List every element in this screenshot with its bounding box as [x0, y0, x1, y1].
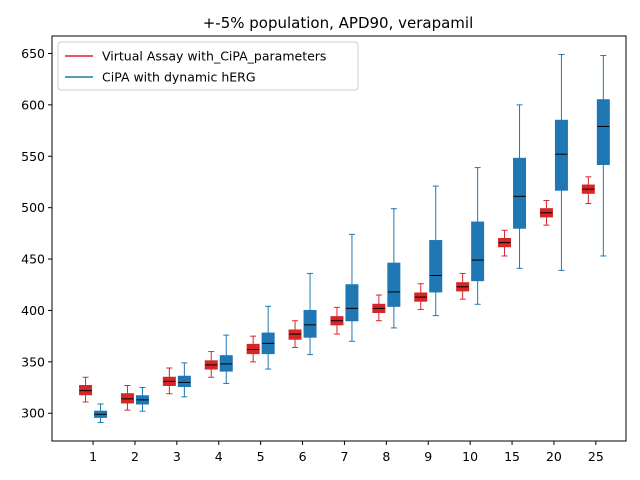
box-9: [429, 185, 443, 317]
iqr-box: [513, 157, 527, 229]
box-8: [387, 208, 401, 329]
box-8: [372, 294, 386, 322]
box-7: [345, 233, 359, 342]
axes-frame: [51, 35, 627, 442]
iqr-box: [79, 384, 93, 396]
box-1: [94, 403, 108, 423]
series-virtual-assay: [79, 176, 595, 411]
box-6: [288, 320, 302, 348]
box-15: [513, 104, 527, 269]
legend-label: Virtual Assay with_CiPA_parameters: [102, 49, 326, 64]
y-tick-label: 300: [21, 406, 45, 421]
iqr-box: [288, 329, 302, 340]
box-6: [303, 272, 317, 356]
plot-area: 300 350 400 450 500 550 600 650 1 2 3 4 5 6 7 8 9 10 15 20 2…: [21, 35, 627, 464]
iqr-box: [471, 221, 485, 282]
box-4: [219, 334, 233, 384]
x-tick-label: 6: [299, 449, 307, 464]
legend-label: CiPA with dynamic hERG: [102, 70, 256, 85]
iqr-box: [120, 393, 134, 404]
y-tick-label: 450: [21, 252, 45, 267]
y-tick-label: 500: [21, 200, 45, 215]
iqr-box: [387, 262, 401, 307]
box-5: [246, 335, 260, 363]
box-1: [79, 376, 93, 403]
box-25: [596, 55, 610, 257]
iqr-box: [246, 343, 260, 355]
y-tick-label: 550: [21, 149, 45, 164]
x-tick-label: 1: [89, 449, 97, 464]
iqr-box: [596, 99, 610, 165]
iqr-box: [429, 240, 443, 293]
y-tick-label: 400: [21, 303, 45, 318]
x-tick-label: 7: [340, 449, 348, 464]
series-cipa-dynamic-herg: [94, 54, 610, 423]
x-tick-label: 10: [462, 449, 478, 464]
x-tick-label: 20: [546, 449, 562, 464]
y-tick-label: 650: [21, 46, 45, 61]
y-tick-label: 350: [21, 354, 45, 369]
legend-frame: [57, 41, 359, 91]
x-tick-label: 2: [131, 449, 139, 464]
iqr-box: [303, 309, 317, 338]
box-9: [414, 283, 428, 310]
x-tick-label: 3: [173, 449, 181, 464]
box-2: [135, 387, 149, 412]
box-5: [261, 305, 275, 370]
x-tick-label: 25: [588, 449, 604, 464]
box-3: [162, 367, 176, 395]
box-2: [120, 384, 134, 411]
x-tick-label: 8: [382, 449, 390, 464]
box-10: [471, 167, 485, 305]
box-10: [456, 272, 470, 300]
legend: Virtual Assay with_CiPA_parameters CiPA w…: [57, 41, 359, 91]
iqr-box: [554, 119, 568, 191]
x-tick-label: 9: [424, 449, 432, 464]
chart-title: +-5% population, APD90, verapamil: [203, 14, 474, 32]
iqr-box: [345, 284, 359, 322]
box-4: [204, 351, 218, 378]
box-20: [554, 54, 568, 271]
box-3: [177, 362, 191, 398]
x-tick-label: 5: [257, 449, 265, 464]
x-tick-label: 4: [215, 449, 223, 464]
y-tick-label: 600: [21, 97, 45, 112]
box-20: [539, 199, 553, 226]
iqr-box: [177, 375, 191, 388]
box-25: [581, 176, 595, 205]
x-tick-label: 15: [504, 449, 520, 464]
box-15: [498, 229, 512, 257]
iqr-box: [219, 355, 233, 372]
box-7: [330, 306, 344, 335]
